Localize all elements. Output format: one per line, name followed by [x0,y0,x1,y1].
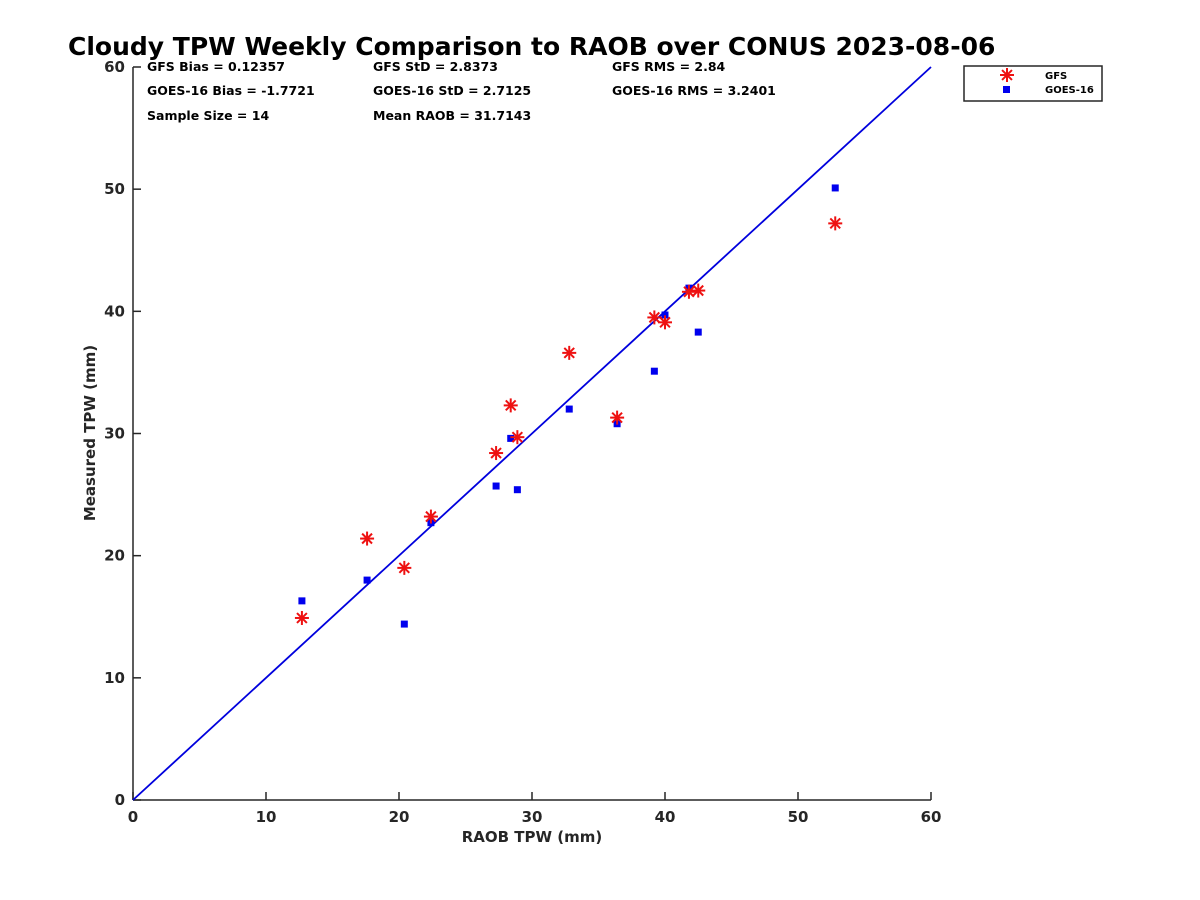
goes16-point [565,405,573,413]
stat-goes-bias: GOES-16 Bias = -1.7721 [147,83,315,98]
stat-goes-rms: GOES-16 RMS = 3.2401 [612,83,776,98]
gfs-point [681,284,696,299]
goes16-point [298,597,306,605]
y-tick-label: 40 [104,302,125,320]
gfs-point [691,283,706,298]
goes16-point [694,328,702,336]
one-to-one-line [132,66,932,801]
gfs-point [658,315,672,330]
legend-gfs-marker [1000,68,1014,82]
goes16-point [661,311,669,319]
stat-sample-size: Sample Size = 14 [147,108,269,123]
gfs-point [503,398,518,413]
stat-gfs-rms: GFS RMS = 2.84 [612,59,726,74]
stat-goes-std: GOES-16 StD = 2.7125 [373,83,531,98]
x-tick-label: 30 [522,808,543,826]
gfs-point [360,531,375,546]
goes16-point [507,434,515,442]
stat-mean-raob: Mean RAOB = 31.7143 [373,108,531,123]
data-points [294,184,843,628]
stats-block: GFS Bias = 0.12357 GFS StD = 2.8373 GFS … [147,59,776,123]
legend-goes-marker [1003,86,1010,93]
gfs-point [397,560,412,575]
stat-gfs-std: GFS StD = 2.8373 [373,59,498,74]
gfs-point [423,509,438,524]
x-tick-label: 40 [655,808,676,826]
y-tick-label: 0 [115,791,125,809]
x-tick-label: 0 [128,808,138,826]
chart-title: Cloudy TPW Weekly Comparison to RAOB ove… [68,32,995,61]
x-tick-label: 60 [921,808,942,826]
gfs-point [510,430,525,445]
gfs-point [489,446,504,461]
y-tick-label: 60 [104,58,125,76]
goes16-point [400,620,408,628]
gfs-point [610,410,625,425]
x-axis-ticks: 0 10 20 30 40 50 60 [128,792,942,826]
goes16-point [513,486,521,494]
gfs-point [828,216,843,231]
y-tick-label: 20 [104,547,125,565]
y-tick-label: 10 [104,669,125,687]
legend: GFS GOES-16 [963,65,1103,102]
x-tick-label: 10 [256,808,277,826]
goes16-point [650,367,658,375]
y-tick-label: 50 [104,180,125,198]
legend-box [963,65,1103,102]
stat-gfs-bias: GFS Bias = 0.12357 [147,59,285,74]
goes16-point [492,482,500,490]
gfs-point [562,345,577,360]
reference-line-group [132,66,932,801]
x-tick-label: 50 [788,808,809,826]
goes16-point [363,576,371,584]
x-tick-label: 20 [389,808,410,826]
legend-label-gfs: GFS [1045,71,1067,82]
gfs-point [647,310,662,325]
goes16-point [831,184,839,192]
y-axis-label: Measured TPW (mm) [81,345,99,521]
gfs-point [294,610,309,625]
legend-label-goes: GOES-16 [1045,85,1094,96]
legend-gfs-asterisk [1000,68,1014,82]
y-axis-ticks: 0 10 20 30 40 50 60 [104,58,141,809]
y-tick-label: 30 [104,425,125,443]
x-axis-label: RAOB TPW (mm) [462,828,603,846]
